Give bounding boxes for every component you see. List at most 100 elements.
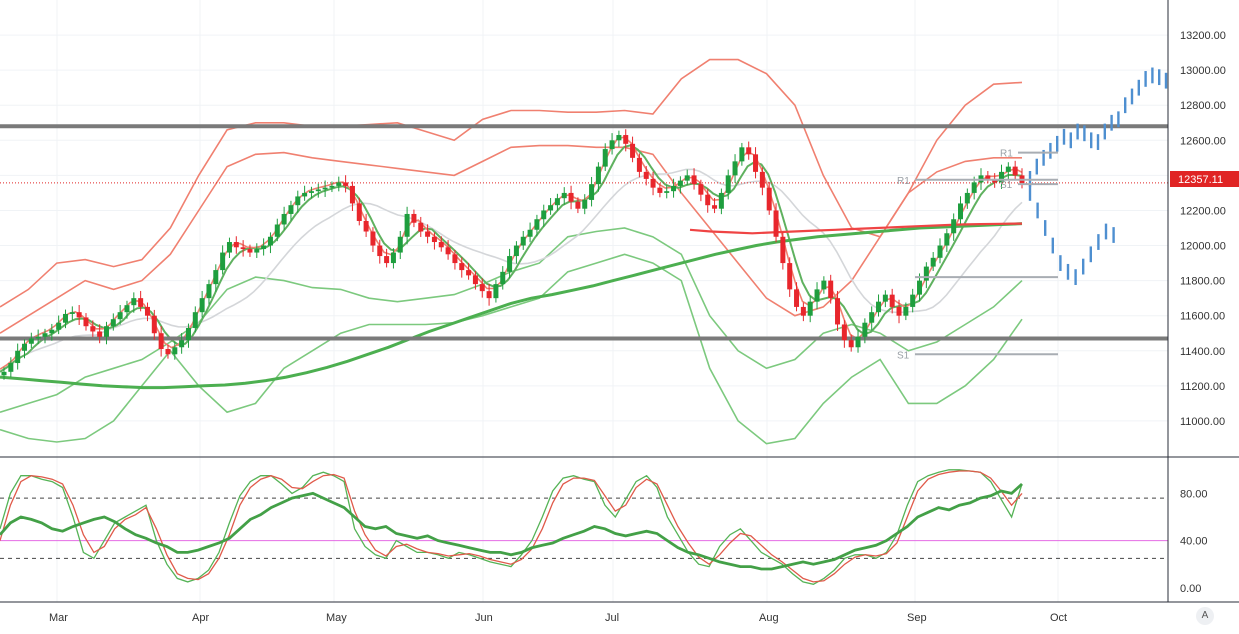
price-tick-label: 12000.00 <box>1180 241 1226 253</box>
candle-body <box>896 306 902 316</box>
candle-body <box>144 306 150 316</box>
candle-body <box>431 236 437 243</box>
last-price-tag-bg <box>1170 171 1239 187</box>
osc-tick-label: 0.00 <box>1180 583 1201 595</box>
price-tick-label: 11000.00 <box>1180 416 1225 428</box>
candle-body <box>15 350 21 364</box>
pivot-layer: R1 R1 S1 S1 <box>897 149 1058 361</box>
candle-body <box>616 135 622 141</box>
candle-body <box>944 233 950 246</box>
candle-body <box>356 203 362 221</box>
time-tick-label: Oct <box>1050 612 1067 624</box>
candle-body <box>288 205 294 214</box>
candle-body <box>582 199 588 209</box>
rsi-line <box>0 482 1023 571</box>
candle-body <box>732 161 738 176</box>
candle-body <box>527 229 533 237</box>
candle-body <box>718 192 724 209</box>
candle-body <box>507 256 513 272</box>
candle-body <box>117 312 123 320</box>
candle-body <box>418 222 424 232</box>
candle-body <box>520 236 526 246</box>
candle-body <box>124 305 130 313</box>
candle-body <box>158 333 164 350</box>
candle-body <box>377 245 383 257</box>
candle-body <box>568 192 574 202</box>
candle-body <box>42 333 48 337</box>
stoch-d-line <box>0 469 1023 585</box>
candle-body <box>513 245 519 257</box>
candle-body <box>322 187 328 190</box>
candle-body <box>636 157 642 172</box>
candle-body <box>630 143 636 158</box>
candle-body <box>739 147 745 162</box>
candle-body <box>766 187 772 211</box>
candle-body <box>172 347 178 355</box>
candle-body <box>814 289 820 302</box>
candle-body <box>855 336 861 348</box>
candle-body <box>985 175 991 179</box>
candle-body <box>411 213 417 223</box>
candle-body <box>233 242 239 248</box>
candle-body <box>131 298 137 306</box>
candle-body <box>643 171 649 179</box>
candle-body <box>684 175 690 181</box>
time-tick-label: Jul <box>605 612 619 624</box>
candle-body <box>602 149 608 167</box>
candle-layer <box>1 129 1025 380</box>
stoch-k-line <box>0 470 1023 583</box>
candle-body <box>103 326 109 337</box>
candle-body <box>671 185 677 192</box>
candle-body <box>609 140 615 150</box>
candle-body <box>226 242 232 253</box>
candle-body <box>192 312 198 328</box>
candle-body <box>753 154 759 172</box>
auto-scale-button[interactable]: A <box>1196 607 1214 625</box>
candle-body <box>534 219 540 230</box>
candle-body <box>964 192 970 204</box>
candle-body <box>705 194 711 206</box>
candle-body <box>876 301 882 313</box>
candle-body <box>910 294 916 307</box>
candle-body <box>151 315 157 334</box>
price-tick-label: 11600.00 <box>1180 311 1225 323</box>
oscillator-layer: 0.00 40.00 80.00 <box>0 469 1208 595</box>
candle-body <box>76 312 82 318</box>
time-tick-label: Aug <box>759 612 779 624</box>
candle-body <box>390 252 396 264</box>
candle-body <box>773 210 779 237</box>
candle-body <box>267 236 273 246</box>
candle-body <box>999 171 1005 183</box>
candle-body <box>923 266 929 281</box>
candle-body <box>384 256 390 264</box>
candle-body <box>295 196 301 206</box>
candle-body <box>472 275 478 285</box>
candle-body <box>21 343 27 351</box>
candle-body <box>438 242 444 248</box>
candle-body <box>49 329 55 334</box>
candle-body <box>787 263 793 290</box>
candle-body <box>349 185 355 204</box>
candle-body <box>8 363 14 372</box>
candle-body <box>903 306 909 316</box>
pivot-label: R1 <box>1000 149 1013 160</box>
candle-body <box>35 336 41 339</box>
candle-body <box>315 189 321 192</box>
candle-body <box>479 284 485 292</box>
candle-body <box>336 182 342 186</box>
candle-body <box>247 249 253 253</box>
last-price-label: 12357.11 <box>1178 174 1223 186</box>
candle-body <box>575 201 581 209</box>
price-tick-label: 11200.00 <box>1180 381 1225 393</box>
candle-body <box>828 280 834 299</box>
price-tick-label: 11400.00 <box>1180 346 1225 358</box>
osc-tick-label: 40.00 <box>1180 536 1208 548</box>
ma-fast-line <box>689 222 1023 235</box>
candle-body <box>794 289 800 307</box>
candle-body <box>425 231 431 237</box>
price-tick-label: 12800.00 <box>1180 100 1226 112</box>
candle-body <box>650 178 656 188</box>
